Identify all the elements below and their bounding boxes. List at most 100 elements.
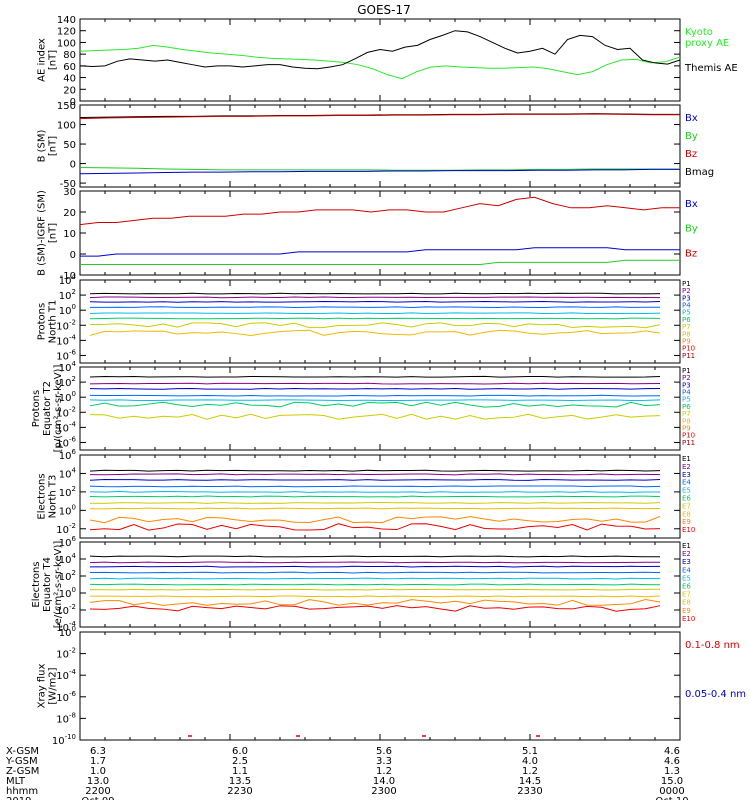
- channel-line-p7: [89, 413, 661, 420]
- time-axis-value: Oct 10: [655, 796, 688, 800]
- channel-line-e7: [89, 502, 661, 504]
- legend-entry: Themis AE: [684, 63, 738, 74]
- y-tick-label: 10-2: [56, 405, 76, 419]
- y-tick-label: 10-6: [56, 435, 76, 449]
- y-axis-label: [nT]: [48, 136, 59, 156]
- channel-line-e4: [89, 485, 661, 488]
- channel-line-p6: [89, 317, 661, 320]
- channel-legend-e7: E7: [682, 502, 691, 510]
- y-axis-label: B (SM)-IGRF (SM): [37, 190, 48, 276]
- legend-entry: By: [685, 224, 698, 235]
- channel-line-e2: [89, 561, 661, 564]
- y-tick-label: 60: [63, 62, 76, 73]
- channel-legend-e9: E9: [682, 607, 691, 615]
- channel-line-e8: [89, 507, 661, 510]
- channel-line-e7: [89, 588, 661, 591]
- channel-legend-e10: E10: [682, 615, 695, 623]
- channel-legend-e7: E7: [682, 591, 691, 599]
- channel-legend-p2: P2: [682, 374, 691, 382]
- time-axis-value: 1.7: [90, 756, 106, 767]
- channel-legend-e3: E3: [682, 558, 691, 566]
- channel-line-p7: [89, 322, 661, 329]
- panel-b_sm: -50 0 50 100 150 B (SM) [nT] Bx By Bz Bmag: [37, 101, 715, 190]
- panel-xray: 10-10 10-8 10-6 10-4 10-2 100 Xray flux [W/m2] 0…: [37, 625, 747, 747]
- channel-line-e9: [89, 598, 661, 606]
- channel-legend-p3: P3: [682, 294, 691, 302]
- time-axis-value: 13.0: [87, 776, 109, 787]
- time-axis-value: 0000: [659, 786, 684, 797]
- y-tick-label: 102: [59, 288, 76, 302]
- channel-legend-e5: E5: [682, 487, 691, 495]
- time-axis-value: 2200: [85, 786, 110, 797]
- y-tick-label: 150: [57, 101, 76, 112]
- figure-title: GOES-17: [357, 3, 411, 17]
- y-axis-label: AE index: [37, 38, 48, 82]
- channel-legend-e6: E6: [682, 583, 691, 591]
- channel-line-e4: [89, 571, 661, 574]
- y-tick-label: 104: [59, 360, 77, 374]
- channel-legend-p5: P5: [682, 309, 691, 317]
- time-axis-row-label: 2019: [6, 796, 31, 800]
- time-axis-value: 6.3: [90, 746, 106, 757]
- time-axis-table: X-GSM 6.3 6.0 5.6 5.1 4.6 Y-GSM 1.7 2.5 3.3 4.0 4.6…: [5, 746, 689, 800]
- y-axis-label: Electrons: [31, 561, 42, 607]
- time-axis-value: 14.5: [519, 776, 541, 787]
- series-line-kyoto-proxy-ae: [79, 44, 681, 80]
- channel-legend-e8: E8: [682, 599, 691, 607]
- time-axis-value: Oct 09: [81, 796, 114, 800]
- y-tick-label: 40: [63, 74, 76, 85]
- time-axis-value: 2330: [517, 786, 542, 797]
- y-tick-label: 10-6: [56, 348, 76, 362]
- legend-entry: Kyoto: [685, 27, 713, 38]
- channel-legend-e1: E1: [682, 455, 691, 463]
- channel-line-p1: [89, 375, 661, 378]
- channel-legend-e8: E8: [682, 510, 691, 518]
- y-tick-label: 20: [63, 208, 76, 219]
- time-axis-row-label: hhmm: [6, 786, 38, 797]
- channel-legend-p2: P2: [682, 287, 691, 295]
- time-axis-value: 13.5: [229, 776, 251, 787]
- y-axis-label: [p/(cm²-s-sr-keV)]: [53, 365, 64, 453]
- time-axis-row-label: X-GSM: [6, 746, 39, 757]
- y-axis-label: [nT]: [48, 223, 59, 243]
- y-axis-label: Electrons: [37, 473, 48, 519]
- channel-legend-p11: P11: [682, 352, 695, 360]
- channel-line-e10: [89, 605, 661, 612]
- channel-legend-p3: P3: [682, 381, 691, 389]
- y-axis-label: Xray flux: [37, 664, 48, 709]
- time-axis-value: 4.6: [664, 746, 680, 757]
- time-axis-value: 1.2: [522, 766, 538, 777]
- y-tick-label: 100: [59, 586, 76, 600]
- channel-line-p4: [89, 306, 661, 308]
- channel-line-e8: [89, 595, 661, 598]
- legend-entry: Bx: [685, 113, 698, 124]
- channel-legend-e4: E4: [682, 479, 691, 487]
- panel-e_t4: 10-4 10-2 100 102 104 106 Electrons Equator T4[…: [31, 535, 695, 634]
- y-tick-label: 10-4: [56, 668, 76, 682]
- y-tick-label: 100: [57, 38, 76, 49]
- channel-line-e10: [89, 523, 661, 531]
- y-tick-label: 0: [70, 250, 76, 261]
- y-tick-label: 10-4: [56, 420, 76, 434]
- time-axis-value: 1.1: [232, 766, 248, 777]
- y-tick-label: 0: [70, 160, 76, 171]
- y-tick-label: 10-2: [56, 522, 76, 536]
- time-axis-value: 4.6: [664, 756, 680, 767]
- y-tick-label: 0: [70, 97, 76, 108]
- y-axis-label: North T1: [48, 300, 59, 344]
- y-tick-label: 100: [57, 121, 76, 132]
- panel-frame: [79, 631, 681, 741]
- channel-legend-p7: P7: [682, 323, 691, 331]
- channel-legend-e1: E1: [682, 542, 691, 550]
- channel-legend-p4: P4: [682, 302, 691, 310]
- legend-entry: Bx: [685, 199, 698, 210]
- channel-legend-p8: P8: [682, 417, 691, 425]
- y-tick-label: 100: [59, 390, 76, 404]
- y-axis-label: B (SM): [37, 129, 48, 162]
- y-tick-label: 140: [57, 15, 76, 26]
- time-axis-value: 6.0: [232, 746, 248, 757]
- channel-legend-p6: P6: [682, 316, 691, 324]
